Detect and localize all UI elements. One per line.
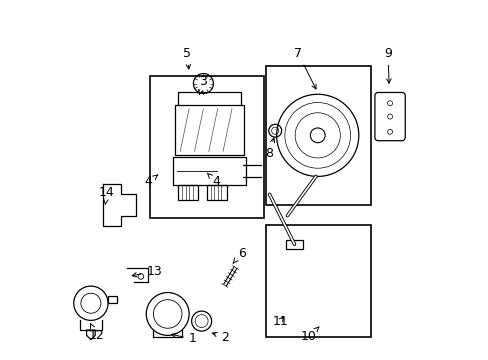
Text: 14: 14: [99, 186, 115, 204]
Text: 11: 11: [272, 315, 287, 328]
Text: 9: 9: [384, 47, 391, 83]
Text: 12: 12: [88, 324, 104, 342]
Text: 8: 8: [264, 138, 274, 160]
Bar: [265, 225, 370, 337]
Bar: [206, 185, 226, 200]
Text: 1: 1: [171, 333, 196, 346]
Bar: [173, 157, 246, 185]
Bar: [149, 76, 264, 217]
Text: 3: 3: [198, 75, 207, 94]
Text: 2: 2: [212, 331, 228, 344]
Text: 13: 13: [132, 265, 162, 278]
Text: 4: 4: [207, 173, 220, 188]
Text: 5: 5: [183, 47, 191, 69]
Bar: [175, 105, 244, 155]
Text: 4: 4: [144, 175, 158, 188]
Bar: [265, 66, 370, 205]
Text: 7: 7: [293, 47, 315, 89]
Bar: [108, 296, 117, 303]
Text: 6: 6: [233, 247, 245, 263]
Text: 10: 10: [300, 327, 318, 343]
Bar: [178, 185, 198, 200]
Bar: [285, 240, 303, 249]
